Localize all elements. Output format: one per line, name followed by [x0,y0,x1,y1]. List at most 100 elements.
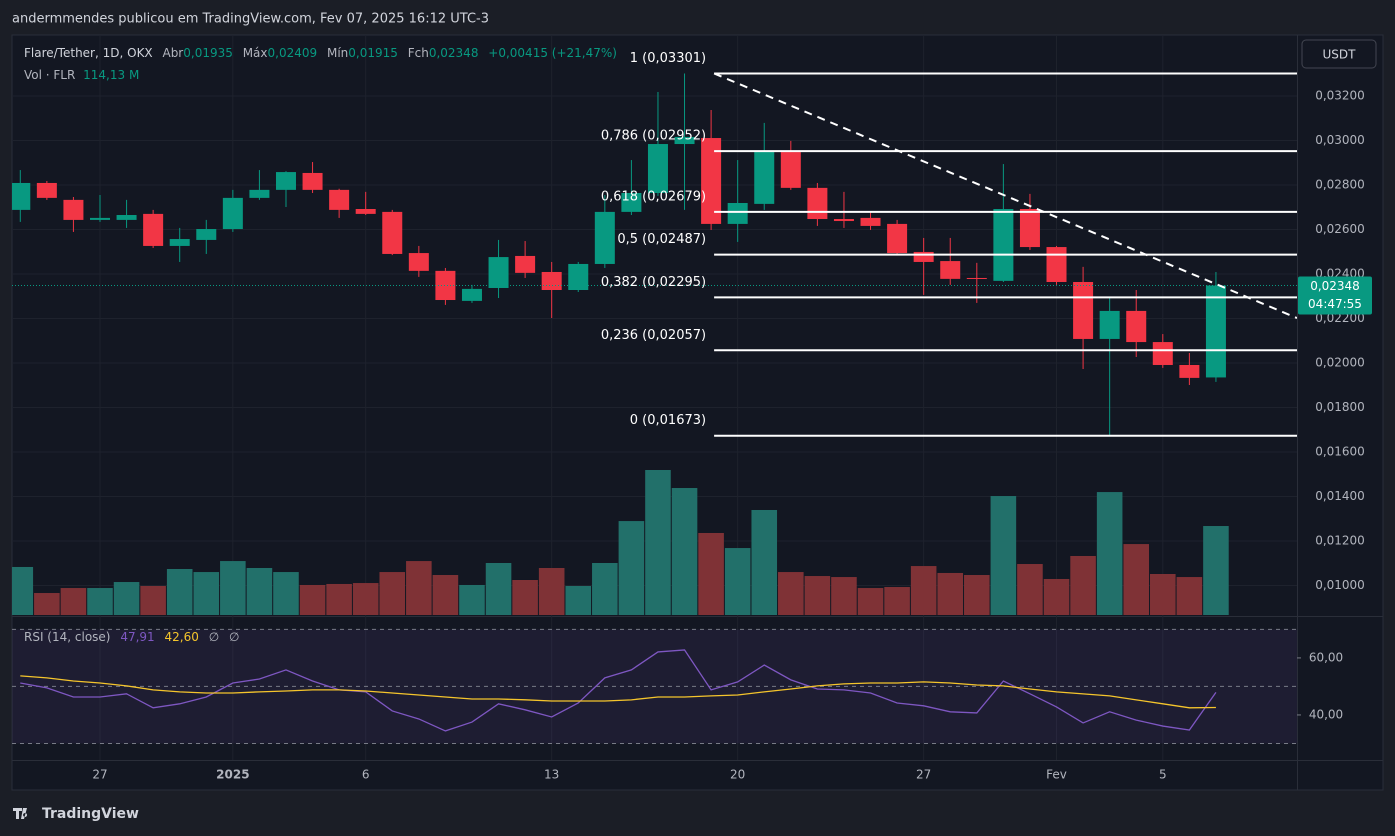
volume-bar [778,572,804,615]
rsi-ma-value: 42,60 [165,630,199,644]
volume-bar [246,567,273,615]
volume [12,470,1229,615]
price-pane: 1 (0,03301) 0,786 (0,02952) 0,618 (0,02679… [12,51,1297,437]
y-tick-label: 0,01600 [1315,444,1365,458]
volume-bar [857,588,884,615]
candle-body [302,172,323,190]
candle-body [833,219,854,222]
candle-body [1099,310,1120,339]
volume-bar [87,588,113,615]
publisher: andermmendes publicou em TradingView.com… [12,12,489,27]
grid [12,35,1301,760]
y-tick-label: 0,02800 [1315,177,1365,191]
y-tick-label: 0,02600 [1315,222,1365,236]
volume-bar [884,587,910,615]
currency-button[interactable] [1301,39,1377,69]
volume-bar [565,586,592,615]
candle-body [382,211,403,254]
fib-label: 0,5 (0,02487) [617,232,706,247]
volume-bar [618,521,645,615]
high-value: 0,02409 [268,46,318,60]
candle-body [647,144,668,193]
volume-bar [1150,573,1176,615]
candle-body [1046,247,1067,282]
volume-bar [1123,544,1150,615]
candle-body [63,199,84,220]
volume-bar [538,567,565,615]
candle-body [966,277,987,279]
candle-body [355,209,376,214]
volume-bar [512,579,538,615]
candle-body [329,189,350,210]
volume-bar [299,584,326,615]
currency[interactable]: USDT [1323,48,1357,62]
volume-bar [273,572,299,615]
candle-body [913,251,934,262]
candle-body [594,211,615,264]
axes: 0,01000 0,01200 0,01400 0,01600 0,01800 0,020… [92,88,1372,782]
candle-body [541,271,562,290]
volume-bar [1070,555,1096,615]
legend: Flare/Tether, 1D, OKX Abr0,01935 Máx0,02… [24,46,617,60]
countdown: 04:47:55 [1308,297,1362,311]
y-tick-label: 0,01000 [1315,578,1365,592]
volume-bar [990,496,1017,615]
volume-bar [485,563,512,615]
volume-title: Vol · FLR [24,68,75,82]
candle-body [89,217,110,220]
candle-body [222,197,243,230]
candle-body [515,255,536,273]
rsi-tick-label: 60,00 [1309,650,1343,664]
volume-bar [140,586,166,615]
volume-bar [166,569,193,615]
fib-label: 0,786 (0,02952) [601,129,706,144]
candle-body [621,192,642,212]
rsi-title: RSI (14, close) [24,630,110,644]
low-label: Mín [327,46,348,60]
volume-bar [804,576,831,615]
x-tick-label: 5 [1159,768,1167,782]
x-tick-label: Fev [1046,768,1067,782]
volume-bar [1203,526,1229,615]
open-value: 0,01935 [183,46,233,60]
brand-logo [13,808,28,819]
volume-bar [1176,577,1203,615]
x-tick-label: 2025 [216,768,249,782]
candle-body [1073,281,1094,339]
candle-body [461,288,482,301]
volume-bar [113,582,140,615]
volume-bar [645,470,671,615]
rsi-line [20,675,1216,709]
brand: TradingView [42,806,139,822]
volume-bar [1017,564,1043,615]
rsi-pane [12,628,1297,744]
candle-body [701,138,722,224]
x-tick-label: 13 [544,768,559,782]
candle-body [860,217,881,226]
x-tick-label: 20 [730,768,745,782]
fib-label: 1 (0,03301) [630,51,706,66]
candle-body [887,223,908,254]
trendline [713,72,1297,319]
candle-body [12,182,31,210]
candle-body [674,136,695,145]
candle-body [1126,310,1147,343]
last-price-box [1298,276,1372,315]
fib-label: 0,236 (0,02057) [601,328,706,343]
candle-body [780,152,801,188]
volume-bar [432,575,459,615]
last-price: 0,02348 [1310,279,1360,293]
volume-bar [326,583,352,615]
change: +0,00415 (+21,47%) [488,46,617,60]
na-value: ∅ [229,630,239,644]
volume-bar [1096,492,1123,615]
volume-bar [1043,578,1070,615]
y-tick-label: 0,01200 [1315,533,1365,547]
x-tick-label: 27 [916,768,931,782]
volume-bar [193,572,220,615]
volume-bar [60,588,87,615]
y-tick-label: 0,02000 [1315,355,1365,369]
y-tick-label: 0,03000 [1315,133,1365,147]
